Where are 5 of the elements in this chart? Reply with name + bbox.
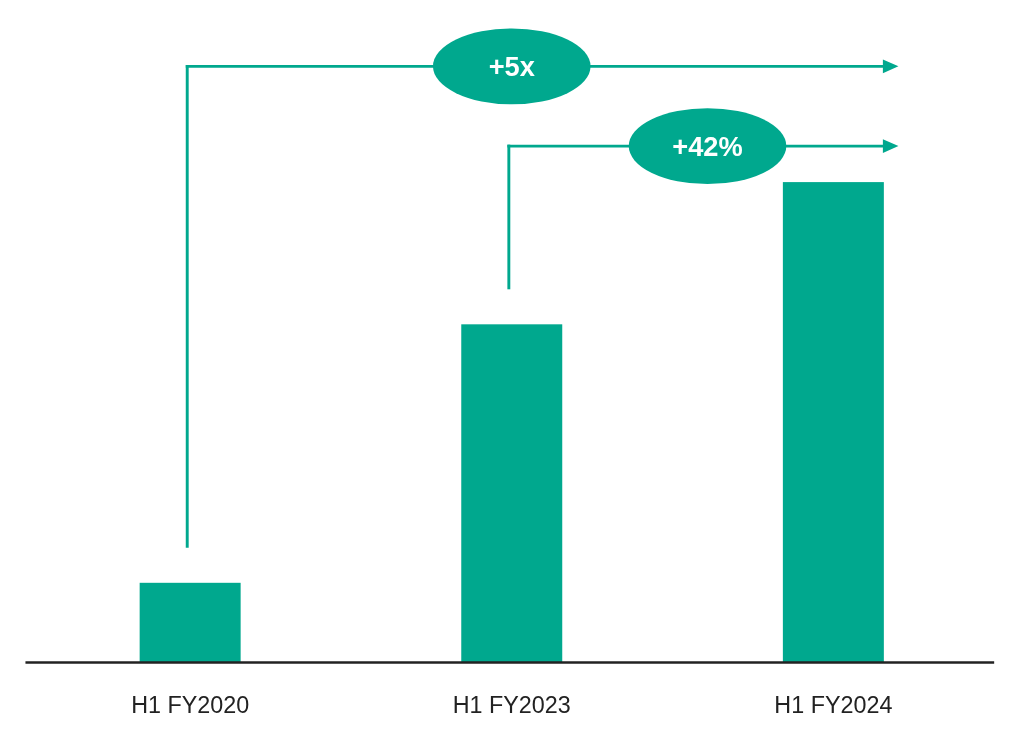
x-tick-label: H1 FY2023 [452,692,571,719]
text: +5x [488,51,535,83]
text: +42% [672,130,743,162]
x-tick-label: H1 FY2020 [131,692,250,719]
x-tick-label: H1 FY2024 [774,692,893,719]
